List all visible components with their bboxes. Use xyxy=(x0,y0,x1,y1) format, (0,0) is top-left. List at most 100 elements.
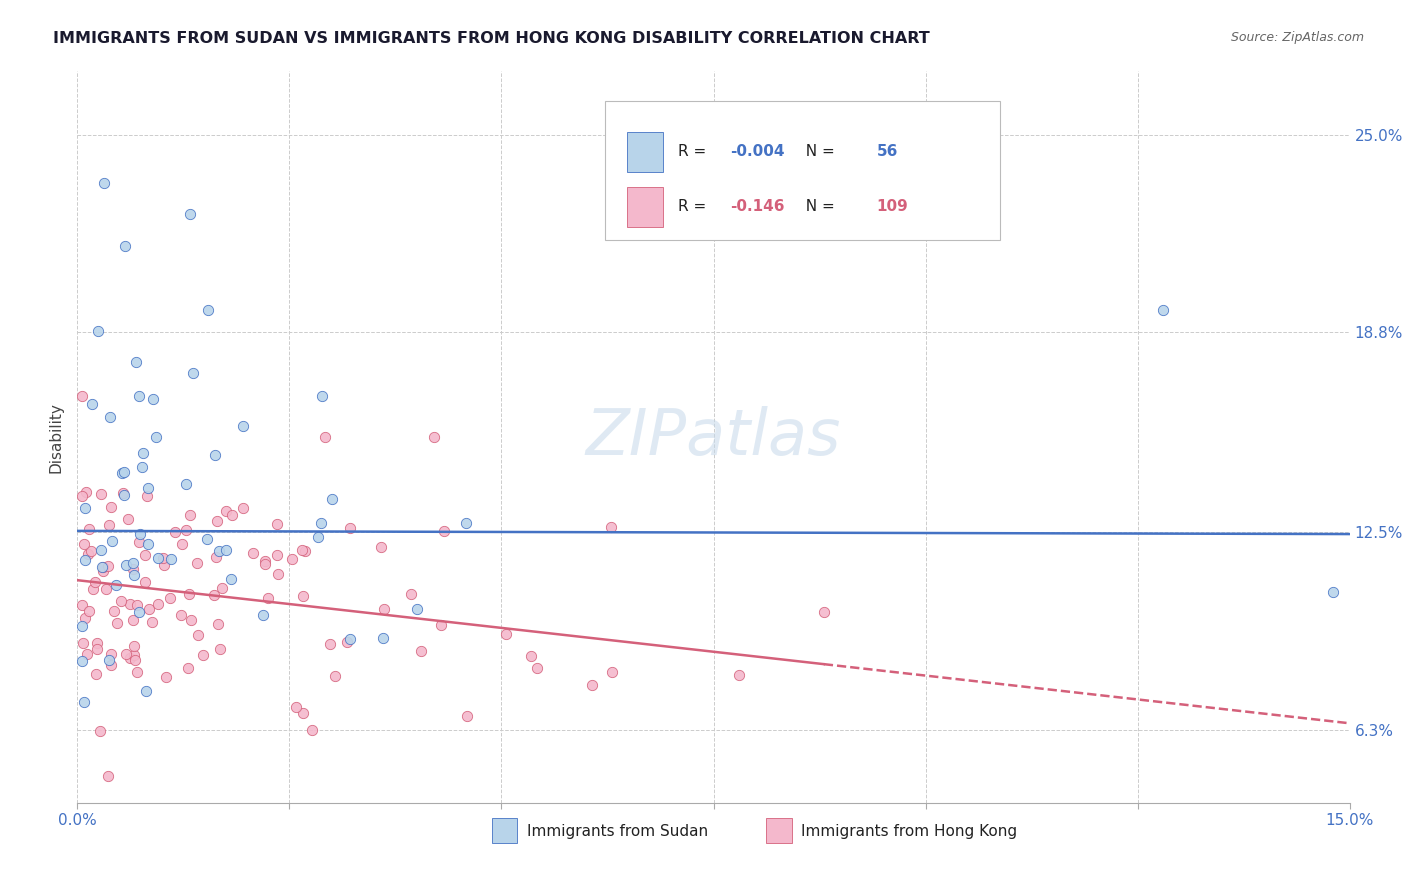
Point xyxy=(117,512,139,526)
Point xyxy=(75,484,97,499)
Point xyxy=(281,552,304,566)
Point xyxy=(152,558,174,572)
Point xyxy=(97,769,120,783)
Point xyxy=(813,605,835,619)
Point xyxy=(80,397,103,411)
Point xyxy=(84,666,107,681)
Point xyxy=(187,628,209,642)
Point xyxy=(232,419,254,434)
Point xyxy=(600,665,623,680)
Point xyxy=(89,723,111,738)
Point xyxy=(581,678,603,692)
Point xyxy=(145,430,167,444)
Point xyxy=(77,522,100,536)
Point xyxy=(86,324,108,338)
Point xyxy=(136,481,159,495)
Point xyxy=(163,524,186,539)
Point xyxy=(266,516,288,531)
Point xyxy=(520,648,543,663)
Point xyxy=(121,843,143,857)
Point xyxy=(111,466,134,480)
Point xyxy=(86,636,108,650)
Point xyxy=(124,648,146,662)
Point xyxy=(73,610,96,624)
Point xyxy=(70,489,93,503)
Point xyxy=(291,589,314,603)
Point xyxy=(159,552,181,566)
Point xyxy=(141,615,163,629)
Point xyxy=(371,631,394,645)
Point xyxy=(180,613,202,627)
Text: -0.146: -0.146 xyxy=(730,199,785,214)
Point xyxy=(70,598,93,612)
Point xyxy=(77,604,100,618)
Point xyxy=(526,661,548,675)
Point xyxy=(76,648,98,662)
Point xyxy=(73,695,96,709)
Point xyxy=(204,448,226,462)
Point xyxy=(128,605,150,619)
Point xyxy=(308,531,330,545)
Point xyxy=(134,548,156,562)
Point xyxy=(122,639,145,653)
Point xyxy=(118,597,141,611)
Point xyxy=(292,706,315,720)
Point xyxy=(252,607,274,622)
Point xyxy=(86,642,108,657)
Text: R =: R = xyxy=(678,145,711,160)
Point xyxy=(456,709,478,723)
Point xyxy=(339,632,361,646)
Point xyxy=(135,683,157,698)
Point xyxy=(405,602,427,616)
Point xyxy=(70,619,93,633)
Point xyxy=(148,550,170,565)
Point xyxy=(159,591,181,606)
Point xyxy=(100,648,122,662)
Point xyxy=(73,537,96,551)
Text: 56: 56 xyxy=(876,145,898,160)
Point xyxy=(170,607,193,622)
Point xyxy=(73,553,96,567)
Point xyxy=(325,669,347,683)
Point xyxy=(128,535,150,549)
Point xyxy=(91,565,114,579)
Point xyxy=(97,518,120,533)
Point xyxy=(80,543,103,558)
Point xyxy=(152,551,174,566)
Point xyxy=(221,572,243,586)
Point xyxy=(181,367,204,381)
Point xyxy=(284,700,307,714)
Point xyxy=(195,533,218,547)
Text: R =: R = xyxy=(678,199,711,214)
Text: ZIPatlas: ZIPatlas xyxy=(586,406,841,468)
Point xyxy=(179,508,201,522)
Text: 109: 109 xyxy=(876,199,908,214)
Point xyxy=(728,668,751,682)
Point xyxy=(186,556,208,570)
Point xyxy=(495,627,517,641)
Point xyxy=(127,665,149,680)
Text: Source: ZipAtlas.com: Source: ZipAtlas.com xyxy=(1230,31,1364,45)
Point xyxy=(422,430,444,444)
Point xyxy=(124,653,146,667)
Point xyxy=(257,591,280,605)
Point xyxy=(93,176,115,190)
Point xyxy=(75,501,97,516)
Point xyxy=(110,594,132,608)
Point xyxy=(599,520,621,534)
Point xyxy=(142,392,165,406)
Point xyxy=(76,547,98,561)
Point xyxy=(336,635,359,649)
Point xyxy=(209,641,232,656)
Point xyxy=(311,516,333,530)
Point xyxy=(291,543,314,558)
Point xyxy=(112,486,135,500)
Point xyxy=(97,558,120,573)
Point xyxy=(120,651,142,665)
Point xyxy=(170,537,193,551)
Point xyxy=(411,644,433,658)
Point xyxy=(267,567,290,582)
Text: Immigrants from Sudan: Immigrants from Sudan xyxy=(527,824,709,838)
Point xyxy=(176,661,198,675)
Point xyxy=(136,537,159,551)
